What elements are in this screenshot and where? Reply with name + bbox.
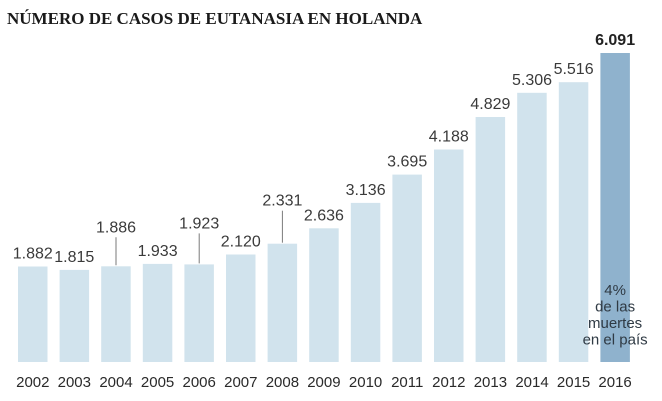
value-label-2009: 2.636 xyxy=(304,207,344,224)
bar-2004 xyxy=(101,266,131,362)
value-label-2002: 1.882 xyxy=(13,246,53,263)
annotation-line-4: en el país xyxy=(583,332,648,349)
bar-2014 xyxy=(517,92,547,363)
bar-2012 xyxy=(434,149,464,362)
x-tick-label-2011: 2011 xyxy=(391,374,423,391)
x-tick-label-2015: 2015 xyxy=(557,374,590,391)
value-label-2004: 1.886 xyxy=(96,219,136,236)
bar-2002 xyxy=(18,266,48,362)
value-label-2016: 6.091 xyxy=(595,32,635,49)
bar-2007 xyxy=(226,254,256,362)
x-tick-label-2004: 2004 xyxy=(99,374,132,391)
value-label-2015: 5.516 xyxy=(554,61,594,78)
bar-2016 xyxy=(600,53,630,362)
x-tick-label-2008: 2008 xyxy=(266,374,299,391)
annotation-line-2: de las xyxy=(595,299,635,316)
leader-lines-group xyxy=(115,210,283,266)
x-tick-label-2016: 2016 xyxy=(598,374,631,391)
value-label-2008: 2.331 xyxy=(262,193,302,210)
x-tick-label-2006: 2006 xyxy=(183,374,216,391)
bar-2010 xyxy=(350,202,381,362)
annotation-line-1: 4% xyxy=(604,282,626,299)
value-label-2013: 4.829 xyxy=(470,96,510,113)
x-tick-label-2012: 2012 xyxy=(432,374,465,391)
x-tick-label-2013: 2013 xyxy=(474,374,507,391)
bars-group xyxy=(18,53,630,363)
x-tick-label-2007: 2007 xyxy=(224,374,257,391)
annotation-line-3: muertes xyxy=(588,315,642,332)
value-label-2012: 4.188 xyxy=(429,129,469,146)
value-label-2005: 1.933 xyxy=(138,243,178,260)
x-tick-label-2014: 2014 xyxy=(515,374,548,391)
bar-2013 xyxy=(475,117,506,362)
x-tick-label-2010: 2010 xyxy=(349,374,382,391)
value-label-2006: 1.923 xyxy=(179,215,219,232)
bar-2011 xyxy=(392,174,422,362)
bar-2009 xyxy=(309,228,339,362)
x-tick-label-2002: 2002 xyxy=(16,374,49,391)
value-label-2007: 2.120 xyxy=(221,234,261,251)
value-label-2003: 1.815 xyxy=(54,249,94,266)
bar-2008 xyxy=(267,243,298,362)
value-label-2011: 3.695 xyxy=(387,154,427,171)
bar-2005 xyxy=(142,263,173,362)
x-tick-label-2005: 2005 xyxy=(141,374,174,391)
bar-2003 xyxy=(59,269,90,362)
chart-title: NÚMERO DE CASOS DE EUTANASIA EN HOLANDA xyxy=(7,9,423,28)
x-tick-label-2009: 2009 xyxy=(307,374,340,391)
bar-2006 xyxy=(184,264,214,362)
value-label-2010: 3.136 xyxy=(346,182,386,199)
bar-2015 xyxy=(558,82,589,362)
x-tick-label-2003: 2003 xyxy=(58,374,91,391)
x-tick-labels-group: 2002 2003 2004 2005 2006 2007 2008 2009 2010 2011… xyxy=(16,374,632,391)
value-label-2014: 5.306 xyxy=(512,72,552,89)
